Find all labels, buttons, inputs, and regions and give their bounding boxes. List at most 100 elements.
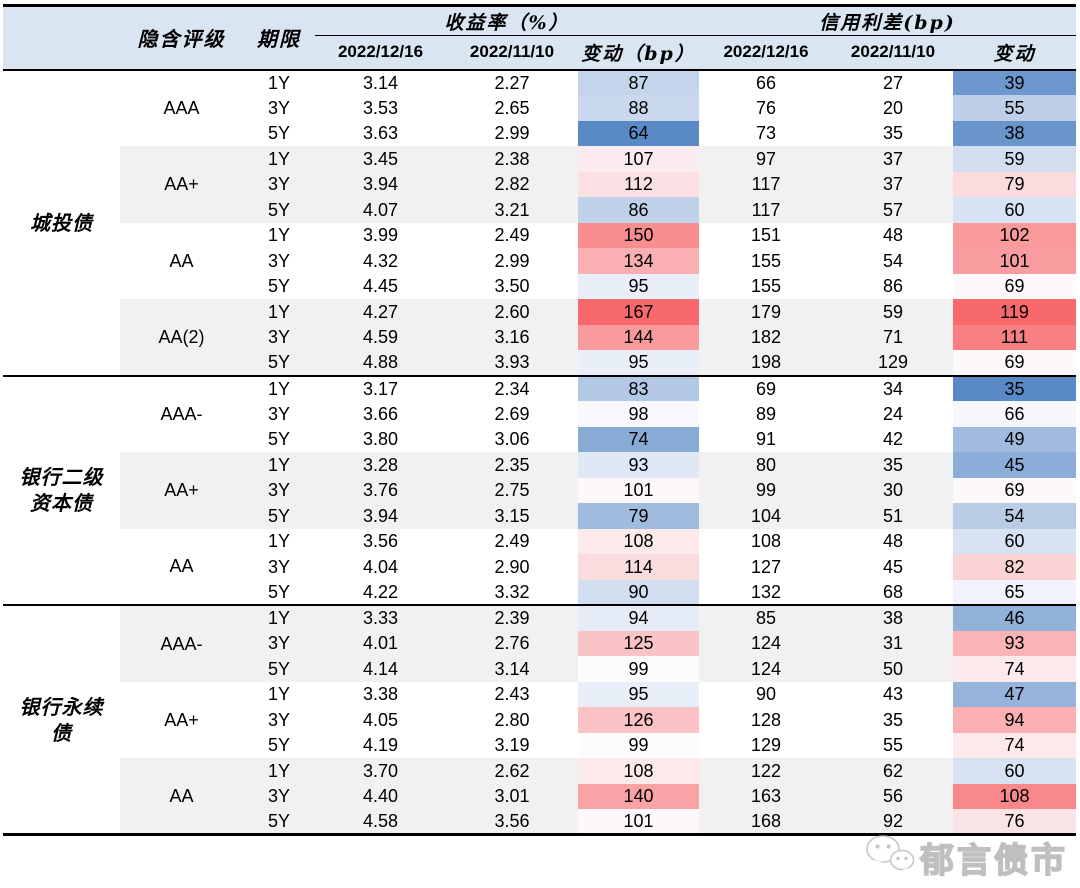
- spread-change-cell: 69: [953, 477, 1077, 503]
- table-row: 3Y 4.05 2.80 126 128 35 94: [3, 707, 1077, 733]
- yield-change-cell: 125: [578, 630, 699, 656]
- tenor-cell: 1Y: [267, 531, 291, 552]
- yield-nov10-cell: 3.15: [446, 503, 578, 529]
- table-row: AA 1Y 3.70 2.62 108 122 62 60: [3, 758, 1077, 835]
- yield-nov10-cell: 3.06: [494, 429, 530, 450]
- yield-nov10-cell: 3.21: [446, 197, 578, 223]
- tenor-cell: 3Y: [267, 556, 291, 577]
- yield-nov10-cell: 2.90: [494, 556, 530, 577]
- spread-nov10-cell: 20: [882, 97, 904, 118]
- yield-change-cell: 107: [578, 146, 699, 172]
- spread-dec16-cell: 69: [699, 374, 833, 401]
- spread-nov10-cell: 51: [833, 503, 953, 529]
- rating-cell: AA: [169, 556, 194, 577]
- spread-change-cell: 101: [953, 248, 1077, 274]
- table-body: 城投债 AAA 1Y 3.14 2.27 87 66 27 39 3Y 3.53 2.65 88 76 20…: [3, 69, 1077, 835]
- spread-change-cell: 39: [953, 69, 1077, 95]
- spread-change-cell: 102: [953, 222, 1077, 248]
- yield-dec16-cell: 3.94: [315, 171, 446, 197]
- yield-change-cell: 79: [578, 503, 699, 529]
- yield-dec16-cell: 4.58: [315, 809, 446, 835]
- yield-nov10-cell: 3.19: [494, 735, 530, 756]
- spread-dec16-cell: 127: [750, 556, 782, 577]
- table-row: 5Y 4.88 3.93 95 198 129 69: [3, 350, 1077, 376]
- yield-dec16-cell: 4.19: [362, 735, 399, 756]
- tenor-cell: 5Y: [243, 350, 315, 376]
- spread-dec16-cell: 117: [699, 171, 833, 197]
- tenor-cell: 5Y: [267, 123, 291, 144]
- yield-dec16-cell: 3.17: [315, 374, 446, 401]
- spread-dec16-cell: 76: [755, 97, 777, 118]
- tenor-cell: 5Y: [267, 735, 291, 756]
- spread-dec16-cell: 124: [699, 630, 833, 656]
- spread-change-cell: 55: [953, 95, 1077, 121]
- table-row: 5Y 4.14 3.14 99 124 50 74: [3, 656, 1077, 682]
- spread-dec16-cell: 91: [755, 429, 777, 450]
- yield-nov10-cell: 2.38: [446, 146, 578, 172]
- spread-change-cell: 60: [953, 758, 1077, 784]
- yield-dec16-cell: 3.14: [362, 72, 399, 93]
- yield-nov10-cell: 2.62: [446, 758, 578, 784]
- yield-dec16-cell: 4.27: [315, 299, 446, 325]
- tenor-cell: 1Y: [267, 72, 291, 93]
- spread-dec16-cell: 151: [750, 225, 782, 246]
- spread-change-cell: 69: [953, 273, 1077, 299]
- tenor-cell: 1Y: [243, 758, 315, 784]
- table-header: 隐含评级 期限 收益率（%） 信用利差(bp) 2022/12/16 2022/…: [3, 5, 1077, 71]
- spread-dec16-cell: 85: [699, 604, 833, 631]
- spread-nov10-cell: 71: [833, 324, 953, 350]
- spread-nov10-cell: 62: [833, 758, 953, 784]
- yield-dec16-cell: 3.45: [315, 146, 446, 172]
- yield-change-cell: 90: [578, 579, 699, 605]
- spread-nov10-cell: 57: [833, 197, 953, 223]
- section-label: 城投债: [3, 69, 120, 376]
- col-header-spread-change: 变动: [953, 35, 1077, 71]
- table-row: AA+ 1Y 3.38 2.43 95 90 43 47: [3, 681, 1077, 729]
- yield-change-cell: 95: [578, 273, 699, 299]
- yield-change-cell: 64: [578, 120, 699, 146]
- rating-cell: AA+: [120, 146, 243, 223]
- tenor-cell: 5Y: [267, 276, 291, 297]
- tenor-cell: 1Y: [243, 374, 315, 401]
- table-row: 5Y 3.63 2.99 64 73 35 38: [3, 120, 1077, 146]
- yield-dec16-cell: 3.70: [315, 758, 446, 784]
- spread-nov10-cell: 92: [833, 809, 953, 835]
- spread-dec16-cell: 108: [750, 531, 782, 552]
- spread-change-cell: 38: [953, 120, 1077, 146]
- corner-cell: [3, 5, 120, 71]
- table-row: 5Y 4.58 3.56 101 168 92 76: [3, 809, 1077, 835]
- tenor-cell: 5Y: [267, 429, 291, 450]
- spread-dec16-cell: 155: [750, 276, 782, 297]
- table-row: 5Y 4.07 3.21 86 117 57 60: [3, 197, 1077, 223]
- spread-dec16-cell: 117: [699, 197, 833, 223]
- yield-dec16-cell: 4.01: [315, 630, 446, 656]
- spread-change-cell: 49: [953, 426, 1077, 452]
- col-header-yield-change: 变动（bp）: [578, 35, 699, 71]
- table-row: AA(2) 1Y 4.27 2.60 167 179 59 119: [3, 299, 1077, 376]
- spread-dec16-cell: 89: [755, 403, 777, 424]
- spread-dec16-cell: 163: [699, 783, 833, 809]
- spread-dec16-cell: 179: [699, 299, 833, 325]
- spread-dec16-cell: 155: [750, 250, 782, 271]
- yield-dec16-cell: 4.22: [362, 581, 399, 602]
- rating-cell: AA: [169, 250, 194, 271]
- spread-change-cell: 119: [953, 299, 1077, 325]
- yield-change-cell: 140: [578, 783, 699, 809]
- tenor-cell: 3Y: [267, 403, 291, 424]
- spread-dec16-cell: 122: [699, 758, 833, 784]
- tenor-cell: 1Y: [243, 299, 315, 325]
- table-row: AA+ 1Y 3.45 2.38 107 97 37 59: [3, 146, 1077, 223]
- yield-nov10-cell: 3.14: [446, 656, 578, 682]
- yield-dec16-cell: 4.40: [315, 783, 446, 809]
- tenor-cell: 1Y: [243, 452, 315, 478]
- table-row: 3Y 3.76 2.75 101 99 30 69: [3, 477, 1077, 503]
- table-row: AA 1Y 3.56 2.49 108 108 48 60: [3, 528, 1077, 575]
- yield-change-cell: 112: [578, 171, 699, 197]
- yield-dec16-cell: 3.53: [362, 97, 399, 118]
- yield-dec16-cell: 4.88: [315, 350, 446, 376]
- spread-dec16-cell: 80: [699, 452, 833, 478]
- yield-change-cell: 167: [578, 299, 699, 325]
- table-row: 3Y 4.59 3.16 144 182 71 111: [3, 324, 1077, 350]
- table-row: 5Y 3.94 3.15 79 104 51 54: [3, 503, 1077, 529]
- spread-dec16-cell: 129: [750, 735, 782, 756]
